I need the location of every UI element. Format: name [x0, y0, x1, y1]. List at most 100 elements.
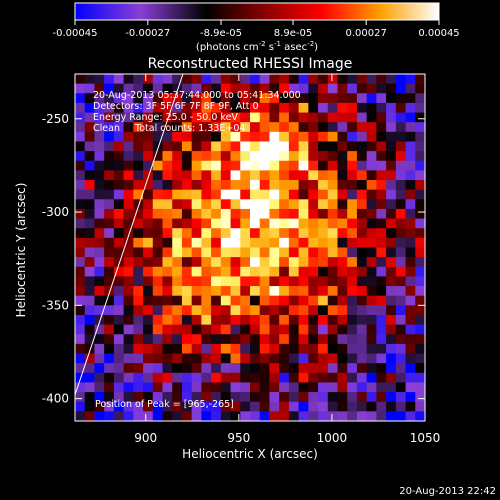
heatmap-cell [162, 112, 173, 123]
heatmap-cell [123, 343, 134, 355]
heatmap-cell [113, 305, 125, 316]
heatmap-cell [250, 411, 261, 421]
heatmap-cell [172, 266, 183, 278]
heatmap-cell [250, 189, 261, 200]
heatmap-cell [366, 305, 377, 316]
heatmap-cell [133, 401, 144, 412]
heatmap-cell [288, 141, 300, 152]
heatmap-cell [298, 295, 309, 306]
heatmap-cell [113, 170, 125, 181]
heatmap-cell [337, 314, 348, 326]
heatmap-cell [405, 372, 416, 384]
heatmap-cell [162, 401, 173, 412]
heatmap-cell [337, 122, 348, 133]
heatmap-cell [269, 343, 280, 355]
heatmap-cell [230, 382, 241, 393]
heatmap-cell [152, 189, 164, 200]
heatmap-cell [279, 170, 290, 181]
heatmap-cell [337, 382, 348, 393]
heatmap-cell [366, 93, 377, 104]
heatmap-cell [259, 401, 271, 412]
heatmap-cell [327, 324, 339, 335]
heatmap-cell [288, 102, 300, 114]
heatmap-cell [191, 218, 202, 229]
heatmap-cell [298, 257, 309, 268]
heatmap-cell [152, 228, 164, 239]
heatmap-cell [152, 102, 164, 114]
heatmap-cell [94, 305, 105, 316]
heatmap-cell [405, 334, 416, 345]
heatmap-cell [308, 180, 319, 191]
heatmap-cell [298, 411, 309, 421]
heatmap-cell [308, 189, 319, 200]
heatmap-cell [337, 401, 348, 412]
heatmap-cell [356, 314, 368, 326]
heatmap-cell [230, 295, 241, 306]
heatmap-cell [386, 122, 397, 133]
heatmap-cell [230, 131, 241, 143]
heatmap-cell [298, 286, 309, 297]
heatmap-cell [104, 266, 115, 278]
heatmap-cell [327, 314, 339, 326]
heatmap-cell [279, 343, 290, 355]
heatmap-cell [308, 102, 319, 114]
heatmap-cell [152, 93, 164, 104]
heatmap-cell [84, 247, 96, 258]
heatmap-cell [337, 218, 348, 229]
heatmap-cell [259, 324, 271, 335]
y-tick-label: -300 [42, 205, 69, 219]
heatmap-cell [220, 353, 232, 364]
heatmap-cell [415, 401, 425, 412]
heatmap-cell [75, 112, 86, 123]
heatmap-cell [288, 237, 300, 249]
heatmap-cell [415, 353, 425, 364]
heatmap-cell [113, 295, 125, 306]
heatmap-cell [279, 372, 290, 384]
heatmap-cell [75, 228, 86, 239]
heatmap-cell [162, 286, 173, 297]
heatmap-cell [395, 372, 407, 384]
heatmap-cell [162, 170, 173, 181]
heatmap-cell [220, 131, 232, 143]
heatmap-cell [415, 295, 425, 306]
heatmap-cell [201, 401, 212, 412]
heatmap-cell [288, 305, 300, 316]
heatmap-cell [123, 411, 134, 421]
heatmap-cell [133, 305, 144, 316]
heatmap-cell [84, 392, 96, 403]
heatmap-cell [84, 83, 96, 94]
heatmap-cell [337, 295, 348, 306]
heatmap-cell [250, 343, 261, 355]
heatmap-cell [94, 363, 105, 374]
heatmap-cell [250, 353, 261, 364]
heatmap-cell [162, 266, 173, 278]
x-tick-label: 1000 [317, 431, 348, 445]
heatmap-cell [395, 74, 407, 85]
heatmap-cell [191, 131, 202, 143]
heatmap-cell [230, 247, 241, 258]
heatmap-cell [318, 237, 329, 249]
heatmap-cell [395, 189, 407, 200]
info-line-counts: Clean Total counts: 1.33E+04 [93, 123, 245, 134]
heatmap-cell [405, 122, 416, 133]
heatmap-cell [113, 334, 125, 345]
heatmap-cell [279, 392, 290, 403]
heatmap-cell [250, 401, 261, 412]
heatmap-cell [269, 237, 280, 249]
heatmap-cell [181, 401, 193, 412]
heatmap-cell [366, 314, 377, 326]
heatmap-cell [308, 334, 319, 345]
heatmap-cell [230, 112, 241, 123]
heatmap-cell [123, 363, 134, 374]
heatmap-cell [288, 199, 300, 210]
heatmap-cell [172, 237, 183, 249]
heatmap-cell [356, 122, 368, 133]
heatmap-cell [405, 382, 416, 393]
heatmap-cell [113, 237, 125, 249]
heatmap-cell [288, 180, 300, 191]
heatmap-cell [269, 122, 280, 133]
heatmap-cell [133, 276, 144, 287]
heatmap-cell [347, 228, 358, 239]
heatmap-cell [123, 93, 134, 104]
heatmap-cell [230, 324, 241, 335]
